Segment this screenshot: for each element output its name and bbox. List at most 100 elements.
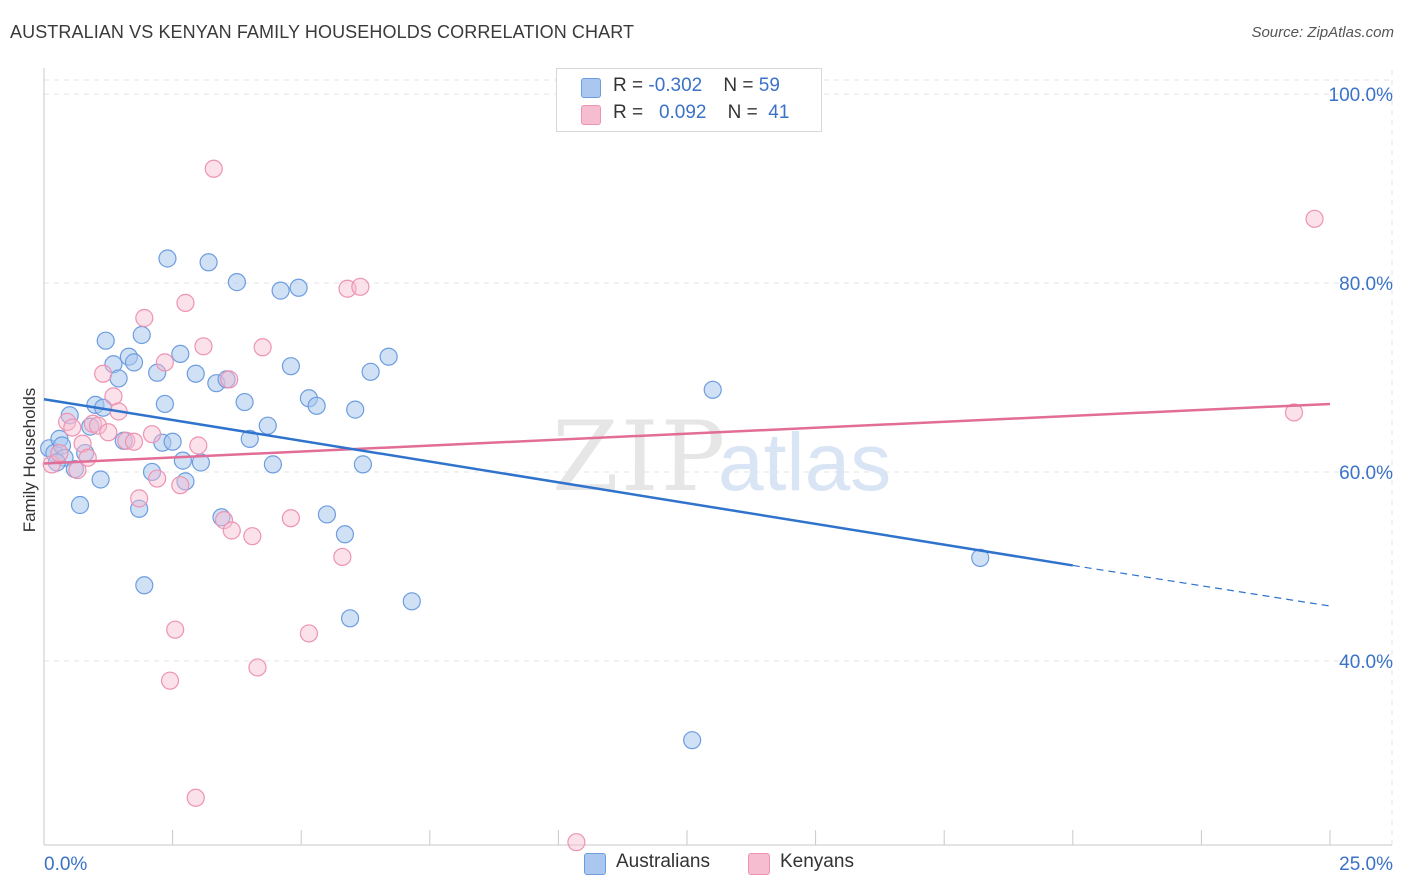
australians-point	[402, 592, 421, 611]
kenyans-point	[243, 527, 262, 546]
australians-point	[163, 432, 182, 451]
kenyans-trend-line	[43, 402, 1331, 465]
kenyans-point	[99, 423, 118, 442]
x-tick-label: 0.0%	[44, 854, 87, 875]
australians-point	[346, 400, 365, 419]
kenyans-point	[155, 353, 174, 372]
kenyans-point	[194, 337, 213, 356]
australians-n-label: N =	[723, 75, 759, 96]
australians-point	[263, 455, 283, 474]
kenyans-legend-swatch	[748, 853, 770, 875]
australians-legend-label: Australians	[616, 851, 710, 872]
trend-lines	[43, 397, 1331, 607]
kenyans-point	[104, 387, 123, 406]
stats-legend: R = -0.302 N = 59 R = 0.092 N = 41	[556, 68, 822, 132]
kenyans-points	[42, 159, 1324, 852]
kenyans-point	[220, 370, 239, 389]
australians-point	[227, 273, 246, 292]
australians-point	[130, 499, 149, 518]
kenyans-point	[171, 476, 190, 495]
australians-point	[171, 344, 190, 363]
australians-point	[158, 249, 177, 268]
kenyans-point	[1284, 403, 1304, 422]
kenyans-point	[78, 448, 97, 467]
kenyans-point	[73, 434, 92, 453]
kenyans-legend-label: Kenyans	[780, 851, 854, 872]
kenyans-point	[253, 338, 272, 357]
australians-point	[173, 451, 192, 470]
australians-point	[317, 505, 337, 524]
kenyans-point	[222, 521, 241, 540]
australians-point	[91, 470, 110, 489]
australians-point	[212, 508, 231, 527]
kenyans-swatch	[581, 105, 601, 125]
kenyans-point	[189, 436, 208, 455]
australians-point	[379, 347, 398, 366]
kenyans-point	[58, 412, 77, 431]
kenyans-point	[166, 620, 185, 639]
australians-point	[335, 525, 355, 544]
australians-point	[281, 357, 301, 376]
australians-point	[124, 353, 144, 372]
kenyans-r-label: R =	[613, 102, 649, 123]
australians-r-value: -0.302	[648, 75, 703, 96]
kenyans-point	[204, 159, 223, 178]
australians-point	[353, 455, 373, 474]
kenyans-point	[351, 277, 370, 296]
kenyans-point	[124, 432, 144, 451]
australians-swatch	[581, 78, 601, 98]
kenyans-point	[142, 425, 162, 444]
kenyans-n-label: N =	[727, 102, 763, 123]
australians-n-value: 59	[758, 75, 780, 96]
australians-point	[307, 396, 326, 415]
y-tick-label: 80.0%	[1339, 274, 1393, 295]
kenyans-r-value: 0.092	[658, 102, 707, 123]
kenyans-point	[50, 443, 69, 463]
australians-point	[289, 278, 308, 297]
australians-point	[70, 495, 90, 515]
australians-r-label: R =	[613, 75, 649, 96]
y-tick-label: 100.0%	[1329, 85, 1394, 106]
australians-point	[132, 325, 151, 345]
australians-point	[186, 364, 205, 383]
australians-point	[683, 731, 702, 750]
kenyans-point	[1305, 209, 1324, 228]
kenyans-point	[333, 547, 352, 567]
kenyans-point	[176, 293, 195, 312]
axes	[43, 68, 1392, 846]
chart-source: Source: ZipAtlas.com	[1251, 24, 1394, 41]
australians-point	[235, 392, 254, 412]
kenyans-point	[130, 489, 149, 508]
kenyans-point	[567, 833, 586, 852]
australians-point	[258, 416, 277, 435]
australians-point	[271, 281, 290, 300]
kenyans-point	[248, 658, 267, 677]
kenyans-point	[299, 624, 319, 643]
kenyans-n-value: 41	[768, 102, 790, 123]
australians-point	[199, 253, 218, 272]
x-tick-label: 25.0%	[1339, 854, 1393, 875]
australians-point	[155, 394, 174, 414]
kenyans-point	[160, 671, 180, 690]
australians-trend-line	[43, 397, 1073, 567]
australians-point	[240, 429, 259, 448]
tick-labels: 100.0% 80.0% 60.0% 40.0% 0.0% 25.0%	[44, 85, 1393, 875]
kenyans-point	[63, 418, 82, 437]
australians-point	[109, 369, 128, 388]
kenyans-point	[94, 364, 113, 383]
kenyans-point	[135, 308, 154, 328]
australians-point	[96, 331, 115, 350]
australians-point	[361, 362, 380, 381]
kenyans-point	[88, 416, 108, 435]
kenyans-point	[117, 431, 136, 450]
y-tick-label: 40.0%	[1339, 652, 1393, 673]
chart-title: AUSTRALIAN VS KENYAN FAMILY HOUSEHOLDS C…	[10, 22, 635, 42]
kenyans-point	[148, 469, 167, 488]
australians-point	[81, 417, 100, 436]
kenyans-point	[186, 788, 205, 807]
australians-legend-swatch	[584, 853, 606, 875]
australians-trend-extension	[1072, 564, 1331, 607]
y-tick-label: 60.0%	[1339, 463, 1393, 484]
